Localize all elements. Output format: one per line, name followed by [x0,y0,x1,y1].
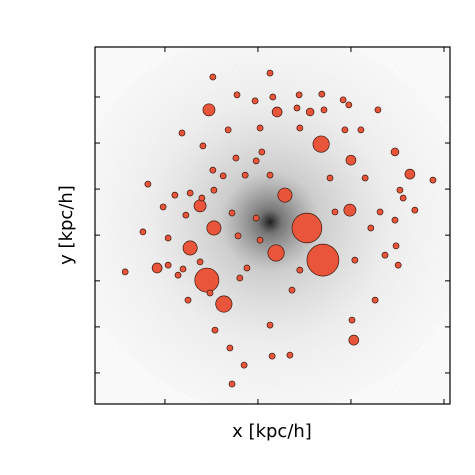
subhalo [121,268,129,276]
subhalo [295,91,303,99]
subhalo [266,171,274,179]
subhalo [345,101,353,109]
subhalo [198,194,206,202]
subhalo [182,240,198,256]
subhalo [343,203,357,217]
subhalo [196,258,204,266]
subhalo [371,296,379,304]
subhalo [256,236,264,244]
subhalo [341,126,349,134]
subhalo [268,352,276,360]
subhalo [306,243,340,277]
subhalo [348,334,360,346]
subhalo [271,106,283,118]
subhalo [184,296,192,304]
subhalo [174,271,182,279]
subhalo [258,148,266,156]
subhalo [193,199,207,213]
subhalo [320,106,328,114]
subhalo [232,154,240,162]
subhalo [305,107,315,117]
subhalo [226,344,234,352]
subhalo [286,351,294,359]
subhalo [240,361,248,369]
subhalo [243,264,251,272]
subhalo [164,261,172,269]
subhalo [367,224,375,232]
subhalo [381,251,389,259]
subhalo [296,266,304,274]
subhalo [318,90,326,98]
subhalo [396,186,404,194]
subhalo [210,186,218,194]
subhalo [392,242,400,250]
subhalo [269,93,277,101]
density-map [95,47,450,404]
subhalo [194,267,220,293]
subhalo [394,261,402,269]
subhalo [339,96,347,104]
subhalo [391,216,399,224]
subhalo [288,286,296,294]
x-axis-label: x [kpc/h] [232,421,312,442]
subhalo [404,168,416,180]
subhalo [182,211,190,219]
subhalo [390,147,400,157]
plot-frame [94,46,451,405]
subhalo [256,124,264,132]
subhalo [241,171,249,179]
subhalo [178,129,186,137]
subhalo [206,289,214,297]
subhalo [376,208,384,216]
subhalo [199,142,207,150]
subhalo [139,228,147,236]
subhalo [291,212,323,244]
subhalo [233,91,241,99]
subhalo [312,135,330,153]
subhalo [209,73,217,81]
subhalo [215,295,233,313]
subhalo [429,176,437,184]
subhalo [186,189,194,197]
subhalo [179,265,187,273]
subhalo [266,69,274,77]
subhalo [267,244,285,262]
subhalo [228,380,236,388]
subhalo [348,316,356,324]
subhalo [219,172,227,180]
subhalo [331,208,339,216]
subhalo [374,106,382,114]
subhalo [144,180,152,188]
subhalo [234,232,242,240]
subhalos [121,69,437,388]
subhalo [251,97,259,105]
subhalo [345,154,357,166]
subhalo [159,203,167,211]
subhalo [236,274,244,282]
subhalo [164,234,172,242]
subhalo [171,191,179,199]
subhalo [228,209,236,217]
subhalo [296,124,304,132]
subhalo [357,126,365,134]
subhalo [277,187,293,203]
subhalo [326,174,334,182]
subhalo [202,103,216,117]
subhalo [266,321,274,329]
subhalo [411,206,419,214]
y-axis-label: y [kpc/h] [56,185,77,265]
subhalo [209,166,217,174]
subhalo [399,194,407,202]
subhalo [211,326,219,334]
subhalo [252,214,260,222]
subhalo [224,126,232,134]
subhalo [206,220,222,236]
subhalo [361,174,369,182]
subhalo [151,262,163,274]
subhalo [252,157,260,165]
subhalo [293,104,301,112]
subhalo [351,256,359,264]
